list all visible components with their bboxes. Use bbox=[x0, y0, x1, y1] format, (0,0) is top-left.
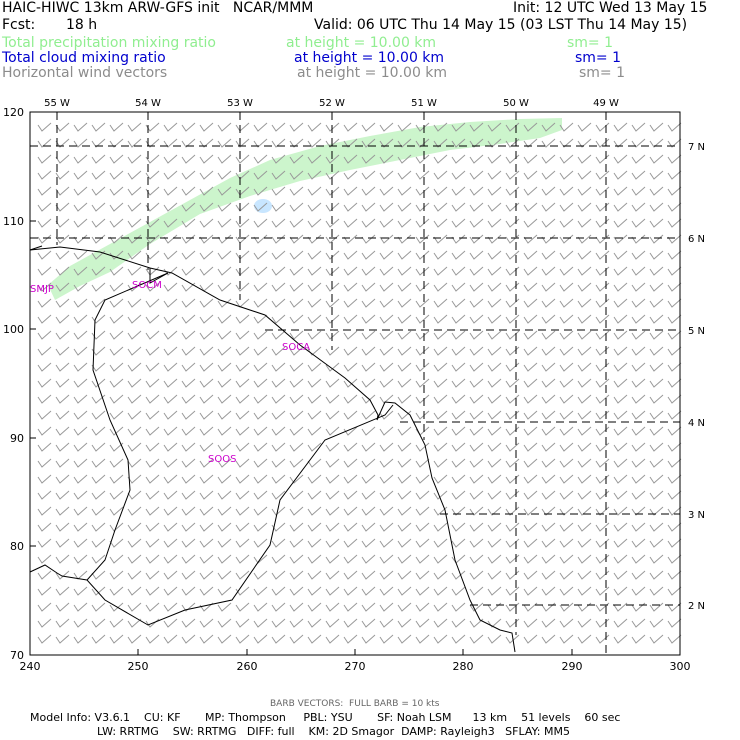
field-wind-height: at height = 10.00 km bbox=[297, 65, 448, 81]
lon-label: 53 W bbox=[227, 98, 253, 109]
y-tick-label: 100 bbox=[3, 323, 24, 336]
frame-ticks bbox=[29, 111, 681, 656]
physics-info: LW: RRTMG SW: RRTMG DIFF: full KM: 2D Sm… bbox=[97, 725, 570, 738]
station-label: SOCM bbox=[132, 280, 162, 291]
lon-label: 50 W bbox=[503, 98, 529, 109]
lon-label: 54 W bbox=[135, 98, 161, 109]
field-precip-sm: sm= 1 bbox=[567, 35, 614, 51]
lat-label: 2 N bbox=[688, 601, 705, 612]
y-tick-label: 80 bbox=[10, 540, 24, 553]
x-tick-label: 300 bbox=[670, 660, 691, 673]
lat-label: 5 N bbox=[688, 326, 705, 337]
field-cloud-sm: sm= 1 bbox=[575, 50, 622, 66]
x-tick-label: 280 bbox=[453, 660, 474, 673]
lat-label: 6 N bbox=[688, 234, 705, 245]
field-wind-sm: sm= 1 bbox=[579, 65, 626, 81]
lat-label: 3 N bbox=[688, 510, 705, 521]
lat-label: 7 N bbox=[688, 142, 705, 153]
field-precip-height: at height = 10.00 km bbox=[286, 35, 437, 51]
fcst-value: 18 h bbox=[66, 17, 98, 33]
field-cloud-name: Total cloud mixing ratio bbox=[2, 50, 166, 66]
lon-label: 49 W bbox=[593, 98, 619, 109]
field-precip-name: Total precipitation mixing ratio bbox=[2, 35, 216, 51]
init-time: Init: 12 UTC Wed 13 May 15 bbox=[513, 0, 708, 16]
x-tick-label: 240 bbox=[20, 660, 41, 673]
y-tick-label: 70 bbox=[10, 649, 24, 662]
valid-time: Valid: 06 UTC Thu 14 May 15 (03 LST Thu … bbox=[314, 17, 688, 33]
field-wind-name: Horizontal wind vectors bbox=[2, 65, 168, 81]
x-tick-label: 250 bbox=[128, 660, 149, 673]
precip-band bbox=[48, 118, 562, 300]
x-tick-label: 290 bbox=[562, 660, 583, 673]
fcst-label: Fcst: bbox=[2, 17, 36, 33]
station-label: SOCA bbox=[282, 342, 310, 353]
lon-label: 51 W bbox=[411, 98, 437, 109]
lon-label: 55 W bbox=[44, 98, 70, 109]
model-title: HAIC-HIWC 13km ARW-GFS init NCAR/MMM bbox=[2, 0, 314, 16]
barb-note: BARB VECTORS: FULL BARB = 10 kts bbox=[270, 699, 440, 709]
model-info: Model Info: V3.6.1 CU: KF MP: Thompson P… bbox=[30, 711, 621, 724]
x-tick-label: 260 bbox=[237, 660, 258, 673]
x-tick-label: 270 bbox=[345, 660, 366, 673]
map-frame bbox=[29, 111, 681, 656]
y-tick-label: 90 bbox=[10, 432, 24, 445]
lon-label: 52 W bbox=[319, 98, 345, 109]
country-borders bbox=[29, 245, 516, 653]
map-plot: 55 W 54 W 53 W 52 W 51 W 50 W 49 W 7 N 6… bbox=[3, 98, 705, 673]
station-label: SOOS bbox=[208, 454, 236, 465]
field-cloud-height: at height = 10.00 km bbox=[294, 50, 445, 66]
lat-label: 4 N bbox=[688, 418, 705, 429]
y-tick-label: 120 bbox=[3, 106, 24, 119]
wind-barb-field bbox=[37, 122, 682, 644]
station-label: SMJP bbox=[30, 284, 54, 295]
y-tick-label: 110 bbox=[3, 215, 24, 228]
graticule bbox=[30, 112, 680, 655]
